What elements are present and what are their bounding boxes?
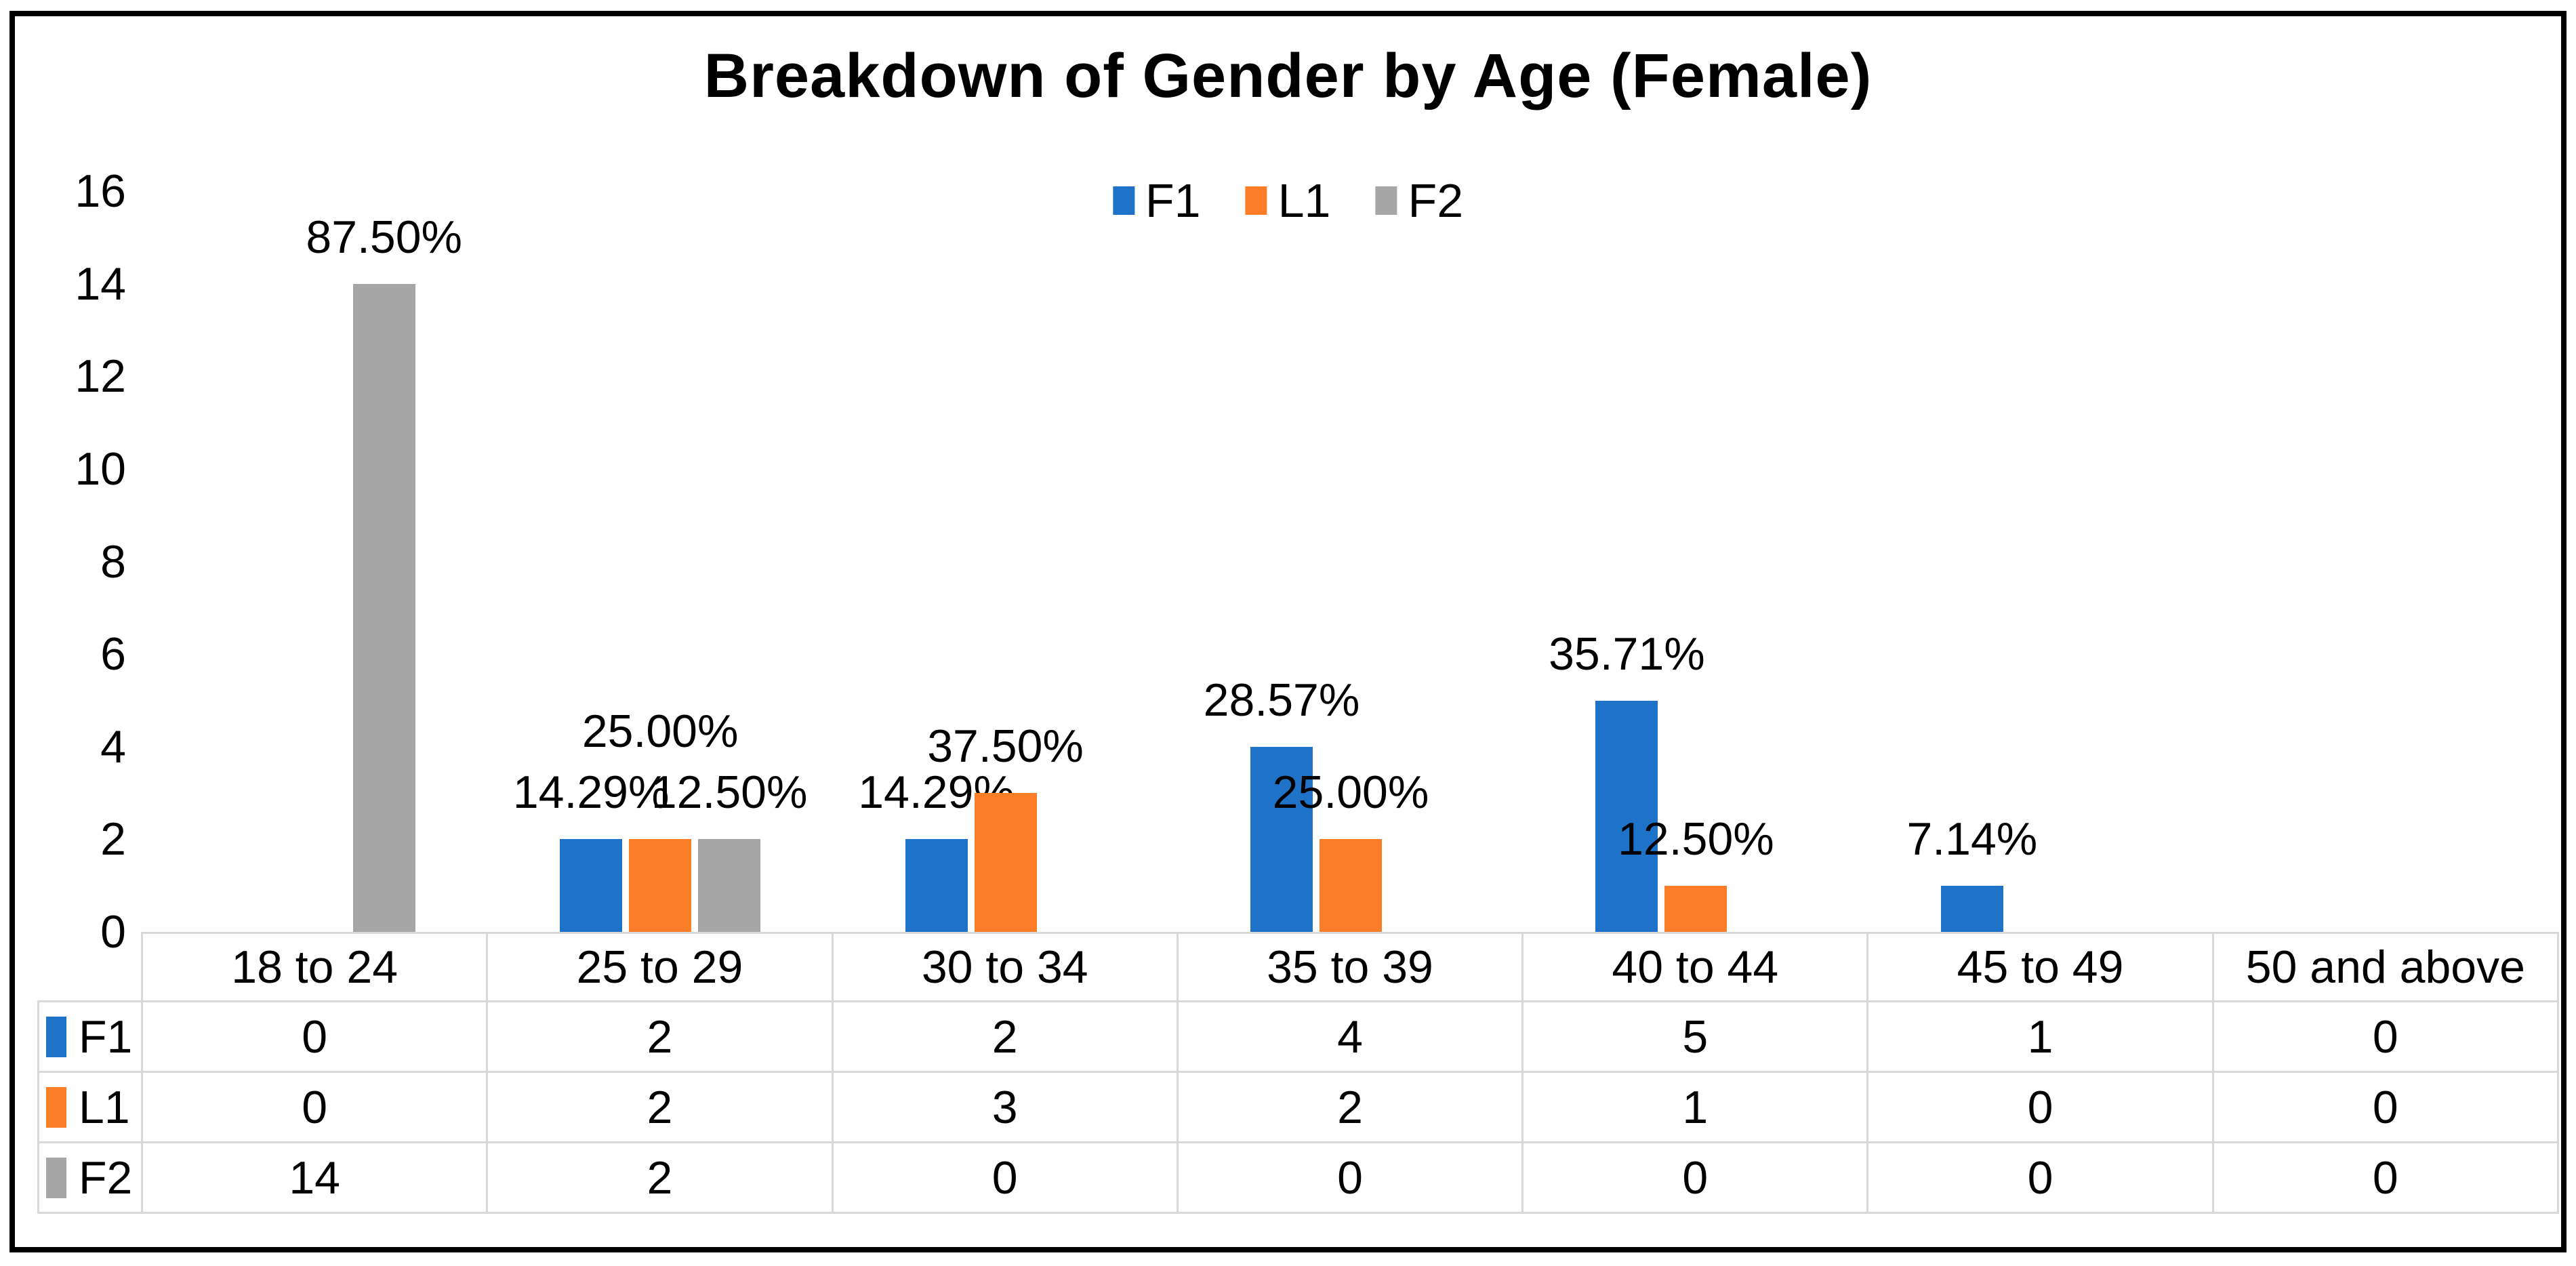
bar-data-label: 28.57% xyxy=(1203,674,1360,726)
y-axis-tick-label: 4 xyxy=(100,720,126,773)
data-table: 18 to 24 25 to 29 30 to 34 35 to 39 40 to 44… xyxy=(37,932,2559,1214)
bar-data-label: 37.50% xyxy=(927,720,1084,773)
table-cell-value: 3 xyxy=(833,1073,1179,1143)
bar-F2-25 to 29 xyxy=(698,839,761,932)
table-category-header: 50 and above xyxy=(2213,932,2559,1002)
table-cell-value: 0 xyxy=(2213,1073,2559,1143)
table-category-header: 35 to 39 xyxy=(1178,932,1524,1002)
y-axis-tick-label: 14 xyxy=(75,258,126,310)
y-axis-tick-label: 12 xyxy=(75,350,126,403)
table-row-header: L1 xyxy=(37,1073,143,1143)
legend-label: F2 xyxy=(1408,174,1464,227)
table-cell-value: 4 xyxy=(1178,1002,1524,1073)
table-cell-value: 0 xyxy=(1868,1073,2214,1143)
bar-data-label: 12.50% xyxy=(651,767,808,819)
y-axis-tick-label: 6 xyxy=(100,628,126,680)
bar-F1-25 to 29 xyxy=(560,839,623,932)
bar-L1-25 to 29 xyxy=(629,839,692,932)
table-cell-value: 0 xyxy=(833,1143,1179,1214)
table-row-header: F2 xyxy=(37,1143,143,1214)
table-cell-value: 1 xyxy=(1524,1073,1869,1143)
table-category-header: 25 to 29 xyxy=(488,932,834,1002)
chart-title: Breakdown of Gender by Age (Female) xyxy=(703,41,1873,110)
table-cell-value: 5 xyxy=(1524,1002,1869,1073)
table-category-header: 45 to 49 xyxy=(1868,932,2214,1002)
table-cell-value: 2 xyxy=(833,1002,1179,1073)
figure-border xyxy=(9,11,2567,1252)
bar-F2-18 to 24 xyxy=(352,283,415,932)
y-axis-tick-label: 8 xyxy=(100,535,126,588)
table-cell-value: 0 xyxy=(1524,1143,1869,1214)
table-cell-value: 2 xyxy=(488,1143,834,1214)
legend-item: L1 xyxy=(1245,173,1331,228)
table-cell-value: 0 xyxy=(143,1073,489,1143)
table-cell-value: 2 xyxy=(1178,1073,1524,1143)
bar-data-label: 35.71% xyxy=(1549,628,1705,680)
bar-data-label: 14.29% xyxy=(512,767,670,819)
table-corner-cell xyxy=(37,932,143,1002)
table-series-key-icon xyxy=(46,1016,66,1057)
legend-label: L1 xyxy=(1277,174,1331,227)
y-axis-tick-label: 16 xyxy=(75,165,126,218)
legend: F1 L1 F2 xyxy=(1112,173,1463,228)
bar-L1-40 to 44 xyxy=(1664,885,1727,932)
bar-F1-30 to 34 xyxy=(905,839,968,932)
legend-item: F1 xyxy=(1112,173,1201,228)
bar-F1-40 to 44 xyxy=(1595,700,1658,932)
bar-L1-30 to 34 xyxy=(974,793,1037,932)
y-axis-tick-label: 10 xyxy=(75,443,126,495)
legend-key-icon xyxy=(1375,186,1397,215)
bar-data-label: 25.00% xyxy=(581,706,739,758)
table-cell-value: 2 xyxy=(488,1073,834,1143)
table-cell-value: 2 xyxy=(488,1002,834,1073)
table-series-name: F2 xyxy=(79,1151,133,1204)
y-axis-tick-label: 0 xyxy=(100,906,126,958)
bar-data-label: 12.50% xyxy=(1618,813,1774,865)
table-row-header: F1 xyxy=(37,1002,143,1073)
table-series-name: F1 xyxy=(79,1010,133,1063)
table-category-header: 18 to 24 xyxy=(143,932,489,1002)
legend-key-icon xyxy=(1112,186,1134,215)
bar-data-label: 87.50% xyxy=(306,211,463,263)
table-category-header: 40 to 44 xyxy=(1524,932,1869,1002)
table-cell-value: 0 xyxy=(1868,1143,2214,1214)
bar-data-label: 25.00% xyxy=(1272,767,1429,819)
table-cell-value: 0 xyxy=(2213,1143,2559,1214)
table-series-key-icon xyxy=(46,1086,66,1128)
table-category-header: 30 to 34 xyxy=(833,932,1179,1002)
table-cell-value: 0 xyxy=(143,1002,489,1073)
table-cell-value: 14 xyxy=(143,1143,489,1214)
legend-key-icon xyxy=(1245,186,1267,215)
table-cell-value: 0 xyxy=(2213,1002,2559,1073)
table-cell-value: 1 xyxy=(1868,1002,2214,1073)
y-axis-tick-label: 2 xyxy=(100,813,126,865)
table-cell-value: 0 xyxy=(1178,1143,1524,1214)
bar-F1-45 to 49 xyxy=(1940,885,2003,932)
bar-data-label: 7.14% xyxy=(1906,813,2038,865)
table-series-key-icon xyxy=(46,1157,66,1198)
bar-L1-35 to 39 xyxy=(1320,839,1382,932)
legend-label: F1 xyxy=(1145,174,1201,227)
legend-item: F2 xyxy=(1375,173,1463,228)
bar-F1-35 to 39 xyxy=(1250,746,1313,932)
table-series-name: L1 xyxy=(79,1081,130,1133)
